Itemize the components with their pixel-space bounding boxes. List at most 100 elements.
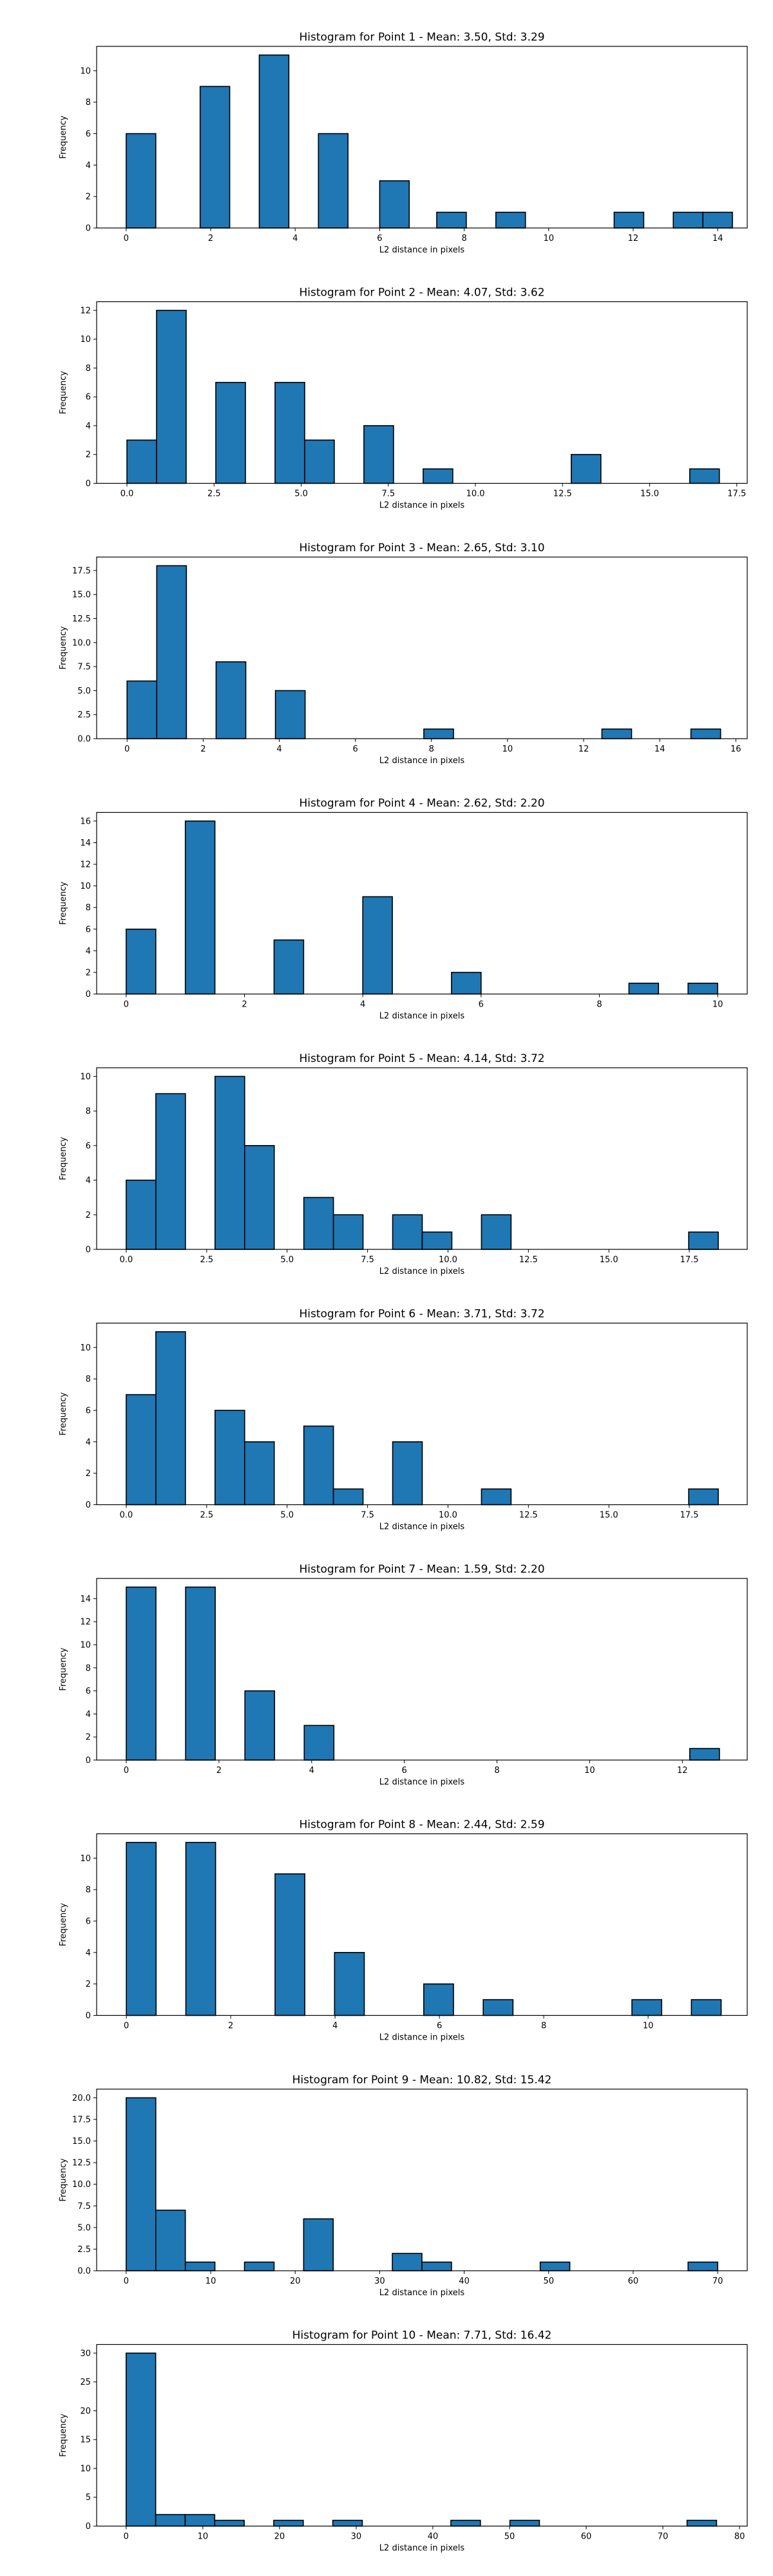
chart-4-ytick-label-7: 12 (80, 860, 91, 870)
chart-5-plot-frame (96, 1067, 748, 1250)
chart-6-bar-8 (481, 1488, 512, 1506)
chart-5-title: Histogram for Point 5 - Mean: 4.14, Std:… (299, 1052, 544, 1065)
chart-6-bar-4 (243, 1441, 275, 1506)
chart-1-xtick-label-7: 12 (628, 234, 639, 243)
chart-4-ytick-label-9: 16 (80, 817, 91, 826)
chart-8-ylabel: Frequency (59, 1903, 68, 1946)
chart-6-ylabel: Frequency (59, 1392, 68, 1435)
chart-4-ytick-label-3: 4 (86, 947, 91, 956)
chart-6-xtick-label-4: 7.5 (361, 1511, 374, 1520)
chart-10-xtick-label-9: 80 (734, 2532, 745, 2542)
chart-6-xtick-label-2: 2.5 (200, 1511, 213, 1520)
chart-3-ytick-label-6: 12.5 (72, 614, 91, 624)
chart-7-plot-frame (96, 1578, 748, 1761)
chart-8-bar-1 (126, 1842, 157, 2016)
chart-9-bar-1 (126, 2097, 157, 2271)
chart-1-xtick-label-1: 0 (124, 234, 129, 243)
chart-1-plot-frame (96, 46, 748, 229)
chart-2-ytick-label-5: 8 (86, 364, 91, 374)
chart-1-bar-9 (673, 211, 703, 229)
chart-2-bar-9 (689, 468, 720, 484)
chart-2-bar-8 (571, 453, 602, 484)
chart-1-ytick-label-4: 6 (86, 129, 91, 139)
chart-6-xlabel: L2 distance in pixels (379, 1522, 465, 1532)
chart-8-ytick-label-2: 2 (86, 1980, 91, 1989)
chart-5-ytick-label-3: 4 (86, 1176, 91, 1186)
chart-8-bar-6 (482, 1999, 514, 2016)
chart-9-xtick-label-7: 60 (628, 2277, 639, 2286)
chart-5-xlabel: L2 distance in pixels (379, 1267, 465, 1276)
chart-5-bar-2 (155, 1093, 186, 1250)
chart-10-bar-6 (332, 2519, 363, 2527)
chart-10-xtick-label-2: 10 (198, 2532, 209, 2542)
chart-9-ytick-label-2: 2.5 (77, 2245, 91, 2255)
chart-1-ytick-label-1: 0 (86, 224, 91, 234)
chart-3-xtick-label-2: 2 (200, 744, 205, 754)
chart-3-bar-5 (423, 728, 454, 739)
chart-2-xtick-label-6: 12.5 (553, 489, 572, 499)
chart-4-xtick-label-3: 4 (360, 1000, 365, 1010)
chart-6-ytick-label-2: 2 (86, 1469, 91, 1479)
chart-9-plot-frame (96, 2088, 748, 2271)
chart-3-xtick-label-5: 8 (429, 744, 434, 754)
chart-2-xtick-label-5: 10.0 (466, 489, 485, 499)
chart-10-ylabel: Frequency (59, 2414, 68, 2457)
chart-3-ytick-label-5: 10.0 (72, 638, 91, 648)
chart-10-bar-5 (273, 2519, 304, 2527)
chart-7-xtick-label-1: 0 (124, 1766, 129, 1776)
chart-8-xtick-label-5: 8 (541, 2022, 546, 2031)
chart-9-bar-6 (392, 2253, 423, 2271)
chart-6-bar-5 (303, 1425, 334, 1506)
chart-3-xtick-label-1: 0 (124, 744, 129, 754)
chart-5-bar-9 (481, 1214, 512, 1250)
chart-1-bar-4 (318, 133, 349, 229)
chart-6-xtick-label-6: 12.5 (519, 1511, 538, 1520)
chart-3-xlabel: L2 distance in pixels (379, 756, 465, 766)
chart-4-ytick-label-4: 6 (86, 925, 91, 934)
chart-2-bar-1 (126, 439, 157, 484)
chart-9-bar-2 (155, 2210, 186, 2271)
chart-2-xlabel: L2 distance in pixels (379, 501, 465, 511)
chart-2-plot-frame (96, 301, 748, 484)
chart-4-xtick-label-2: 2 (242, 1000, 247, 1010)
chart-5-ytick-label-1: 0 (86, 1245, 91, 1255)
chart-6-bar-6 (332, 1488, 364, 1506)
chart-8-bar-4 (334, 1952, 365, 2016)
chart-6-xtick-label-3: 5.0 (280, 1511, 294, 1520)
chart-9-ytick-label-4: 7.5 (77, 2202, 91, 2211)
chart-2-bar-2 (156, 310, 187, 484)
chart-3-xtick-label-6: 10 (502, 744, 513, 754)
chart-7-ytick-label-3: 4 (86, 1710, 91, 1719)
chart-1-xtick-label-4: 6 (377, 234, 382, 243)
chart-8-ytick-label-1: 0 (86, 2011, 91, 2021)
chart-2-bar-4 (274, 382, 305, 484)
chart-10-xtick-label-8: 70 (658, 2532, 669, 2542)
chart-9-bar-7 (421, 2261, 452, 2271)
chart-4-xtick-label-6: 10 (712, 1000, 723, 1010)
chart-7-bar-1 (126, 1586, 157, 1761)
chart-5-xtick-label-7: 15.0 (600, 1255, 618, 1265)
chart-6-title: Histogram for Point 6 - Mean: 3.71, Std:… (299, 1308, 544, 1321)
chart-2-bar-7 (423, 468, 453, 484)
chart-7-xtick-label-7: 12 (677, 1766, 688, 1776)
chart-3-xtick-label-4: 6 (352, 744, 358, 754)
chart-8-bar-3 (274, 1873, 305, 2016)
chart-4-ytick-label-5: 8 (86, 904, 91, 913)
chart-8-ytick-label-5: 8 (86, 1886, 91, 1895)
chart-10-plot-frame (96, 2344, 748, 2527)
chart-10-xtick-label-3: 20 (274, 2532, 285, 2542)
chart-8-plot-frame (96, 1833, 748, 2016)
chart-9-xtick-label-2: 10 (205, 2277, 216, 2286)
chart-5-xtick-label-1: 0.0 (120, 1255, 133, 1265)
chart-8-xtick-label-6: 10 (643, 2022, 654, 2031)
chart-1-xtick-label-5: 8 (461, 234, 466, 243)
chart-9-ytick-label-1: 0.0 (77, 2267, 91, 2277)
chart-1-ytick-label-3: 4 (86, 161, 91, 171)
chart-1-bar-8 (613, 211, 645, 229)
chart-1-title: Histogram for Point 1 - Mean: 3.50, Std:… (299, 31, 544, 44)
chart-3-xtick-label-3: 4 (276, 744, 282, 754)
chart-6-bar-2 (155, 1331, 186, 1506)
chart-5-bar-1 (126, 1179, 157, 1250)
chart-2-xtick-label-3: 5.0 (294, 489, 308, 499)
